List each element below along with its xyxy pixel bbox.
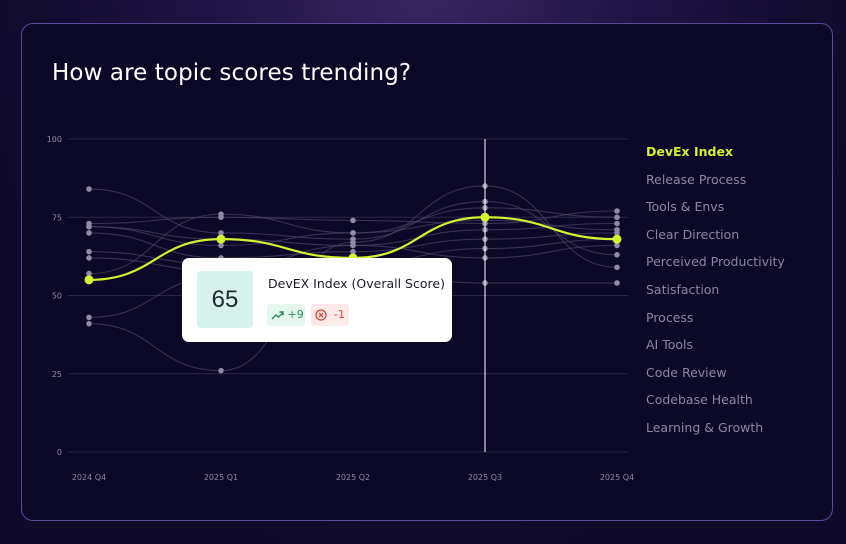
legend-item[interactable]: Learning & Growth [646,419,764,435]
legend-item[interactable]: Code Review [646,364,727,380]
x-circle-icon [315,308,331,321]
series-point [218,211,224,217]
chart-tooltip: 65 DevEX Index (Overall Score) +9 -1 [182,258,452,342]
devex-index-point [216,234,226,244]
series-point [86,230,92,236]
series-point [218,242,224,249]
series-point [614,208,620,214]
series-point [86,223,92,230]
legend-item[interactable]: Clear Direction [646,226,740,242]
x-tick-label: 2025 Q1 [204,473,238,482]
series-point [86,186,92,192]
series-point [614,280,620,286]
legend-item[interactable]: Tools & Envs [646,199,725,215]
series-point [350,248,356,255]
negative-change-badge: -1 [311,304,349,326]
trend-up-icon [271,308,288,321]
x-tick-label: 2024 Q4 [72,473,106,482]
x-tick-label: 2025 Q2 [336,473,370,482]
x-axis-labels: 2024 Q4 2025 Q1 2025 Q2 2025 Q3 2025 Q4 [72,473,634,482]
y-tick-label: 25 [52,370,62,379]
devex-index-point [84,275,94,285]
y-tick-label: 50 [52,292,62,301]
series-point [218,367,224,374]
chart-title: How are topic scores trending? [52,60,412,86]
legend-item[interactable]: AI Tools [646,337,694,353]
grid: 0 25 50 75 100 [47,135,628,457]
series-point [614,226,620,233]
legend-item[interactable]: Codebase Health [646,392,753,408]
y-tick-label: 100 [47,135,62,144]
series-point [614,214,620,221]
negative-change-value: -1 [334,308,345,321]
series-legend: DevEx Index Release Process Tools & Envs Cl… [646,142,785,446]
series-point [614,220,620,227]
series-point [218,230,224,236]
series-point [86,255,92,261]
series-point [86,248,92,255]
series-point [86,270,92,277]
series-point [614,264,620,271]
x-tick-label: 2025 Q3 [468,473,502,482]
positive-change-value: +9 [287,308,304,321]
legend-item[interactable]: DevEx Index [646,144,733,159]
x-tick-label: 2025 Q4 [600,473,634,482]
y-tick-label: 75 [52,213,62,222]
devex-index-point [612,234,622,244]
tooltip-label: DevEX Index (Overall Score) [268,276,445,291]
series-point [614,242,620,249]
legend-item[interactable]: Satisfaction [646,281,720,297]
series-point [350,230,356,236]
positive-change-badge: +9 [267,304,305,326]
series-point [86,320,92,327]
tooltip-score: 65 [197,271,253,328]
legend-item[interactable]: Release Process [646,171,747,187]
series-point [614,252,620,258]
legend-item[interactable]: Perceived Productivity [646,254,785,270]
series-point [350,236,356,242]
legend-item[interactable]: Process [646,309,694,325]
highlight-series [84,212,622,285]
series-point [350,217,356,224]
y-tick-label: 0 [57,448,62,457]
devex-index-point [480,212,490,222]
series-point [86,314,92,321]
